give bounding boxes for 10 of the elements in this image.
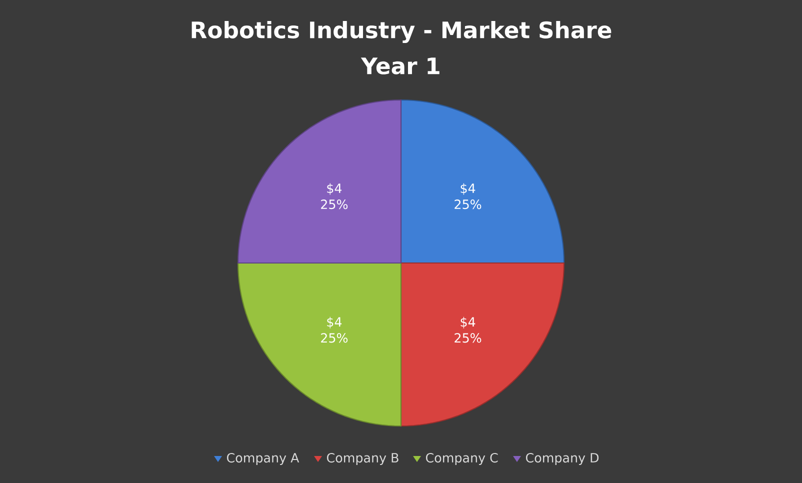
data-label: $4 25% [454, 183, 482, 210]
legend-label: Company A [226, 452, 300, 466]
data-label: $4 25% [321, 183, 348, 210]
chart-title: Robotics Industry - Market Share [192, 20, 612, 44]
legend-label: Company C [426, 452, 498, 466]
data-label: $4 25% [454, 316, 482, 343]
legend-label: Company B [326, 452, 398, 466]
chart-subtitle: Year 1 [360, 58, 440, 74]
data-label: $4 25% [321, 316, 348, 343]
legend-label: Company D [526, 452, 599, 466]
